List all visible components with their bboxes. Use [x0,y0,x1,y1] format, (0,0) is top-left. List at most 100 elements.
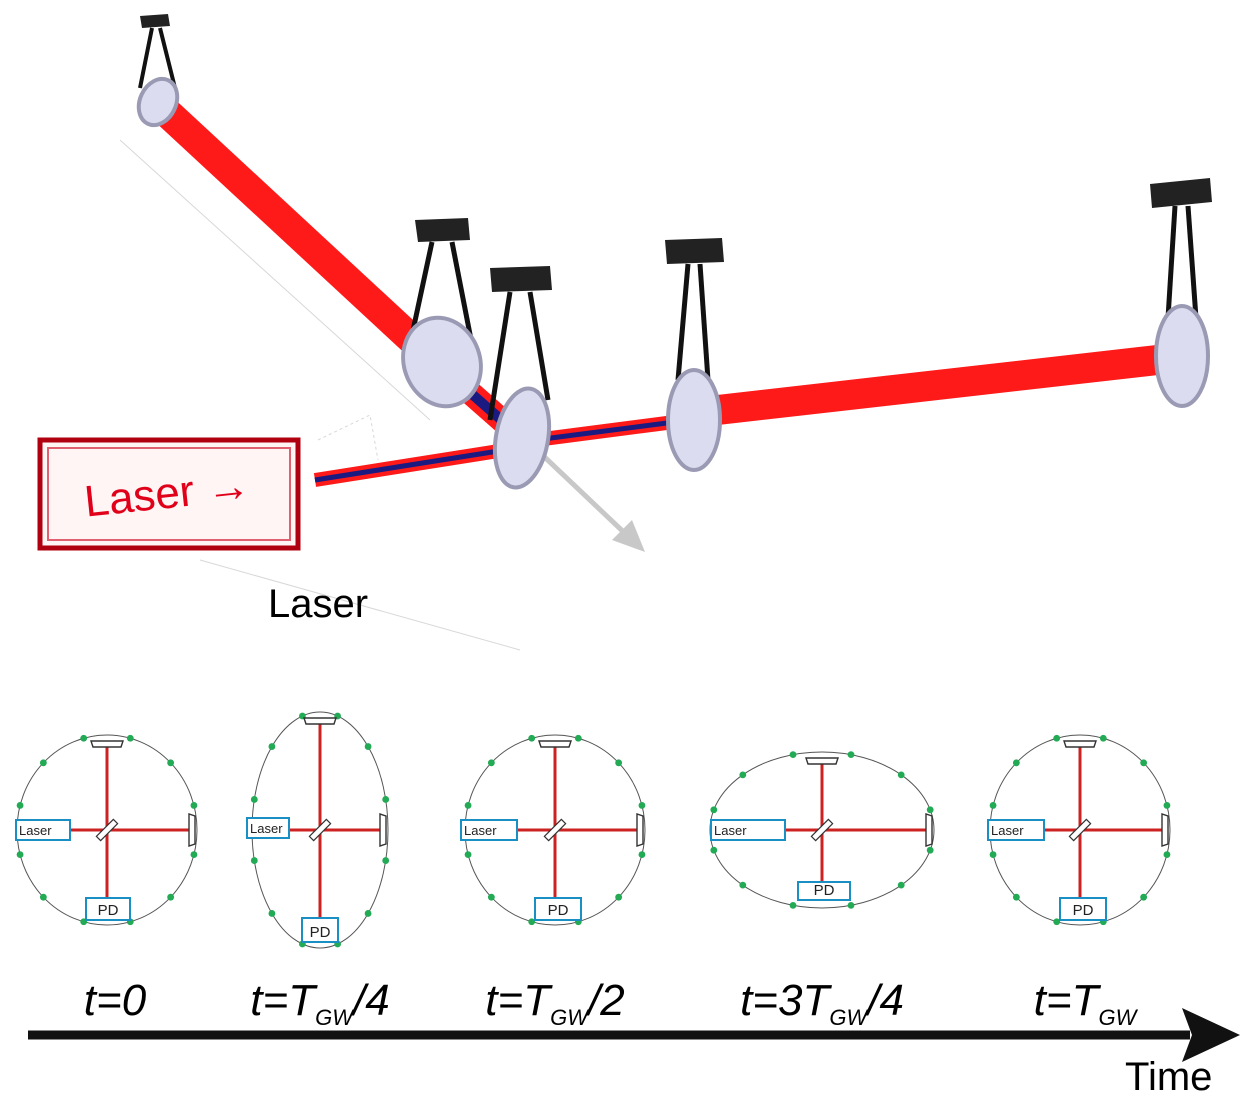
laser-source-label: Laser [714,823,747,838]
mirror-north-end [136,14,180,128]
photodetector-box [1059,897,1107,921]
mirror-east-inner [665,238,724,472]
test-mass-dot [789,751,797,759]
north-arm-beam [145,91,447,373]
beam-splitter [95,818,119,842]
laser-source-box [987,819,1045,841]
test-mass-dot [710,806,718,814]
east-end-mirror [379,813,387,847]
photodetector-label: PD [814,882,835,899]
north-end-mirror [1063,740,1097,748]
laser-source-box [460,819,518,841]
photodetector-box [797,881,851,901]
time-label-4: t=3TGW/4 [740,976,904,1030]
ring-panel-4: Laser PD [709,751,935,909]
test-mass-dot [897,771,905,779]
time-label-5: t=TGW [1034,976,1139,1030]
test-mass-dot [268,743,276,750]
test-mass-dot [190,802,198,809]
test-mass-dot [464,802,472,809]
test-mass-dot [39,893,47,901]
test-mass-dot [382,857,390,864]
test-mass-dot [989,802,997,809]
ring-panel-5: Laser PD [987,734,1171,926]
test-mass-dot [615,759,623,767]
test-mass-dot [250,796,258,803]
ring-panel-2: Laser PD [246,711,390,949]
east-end-mirror [636,813,644,847]
beam-splitter [810,818,834,842]
laser-source-label: Laser [991,823,1024,838]
test-mass-dot [80,734,88,742]
photodetector-label: PD [310,924,331,941]
test-mass-dot [364,743,372,750]
test-mass-dot [710,846,718,854]
test-mass-dot [487,759,495,767]
laser-source-label: Laser [464,823,497,838]
laser-source-box [246,817,290,839]
output-arrow [533,446,645,552]
test-mass-dot [382,796,390,803]
test-mass-dot [1140,893,1148,901]
beam-splitter [487,266,552,490]
north-end-mirror [805,757,839,765]
test-mass-dot [126,734,134,742]
laser-label: Laser [268,582,368,626]
test-mass-dot [16,802,24,809]
test-mass-dot [789,901,797,909]
input-beam-core [314,447,506,483]
test-mass-dot [638,802,646,809]
photodetector-label: PD [548,902,569,919]
test-mass-dot [847,901,855,909]
ring-panel-1: Laser PD [15,734,198,926]
beam-splitter [308,818,332,842]
mirror-east-end [1150,178,1212,408]
test-mass-dot [926,806,934,814]
time-axis-arrowhead [1182,1008,1240,1062]
test-mass-dot [1012,759,1020,767]
time-axis-label: Time [1125,1055,1212,1096]
east-end-mirror [925,813,933,847]
test-mass-dot [268,910,276,917]
east-end-mirror [188,813,196,847]
test-mass-dot [897,881,905,889]
test-mass-dot [1140,759,1148,767]
test-mass-dot [167,759,175,767]
laser-source-box [710,819,786,841]
test-mass-dot [487,893,495,901]
photodetector-label: PD [98,902,119,919]
top-interferometer-3d: Laser → Laser [37,14,1212,651]
east-arm-beam [698,343,1177,427]
test-mass-dot [528,734,536,742]
beam-splitter [1068,818,1092,842]
test-mass-dot [250,857,258,864]
laser-source-label: Laser [19,823,52,838]
time-label-1: t=0 [84,976,147,1025]
test-mass-dot [1163,851,1171,858]
test-mass-dot [847,751,855,759]
gw-polarization-panels: Laser PD Laser PD Laser PD Laser PD Laser PD [15,711,1171,949]
photodetector-box [534,897,582,921]
background-frame [119,139,521,651]
test-mass-dot [1099,734,1107,742]
north-end-mirror [90,740,124,748]
north-end-mirror [538,740,572,748]
test-mass-dot [739,771,747,779]
mirror-north-inner [401,218,483,409]
test-mass-dot [464,851,472,858]
test-mass-dot [16,851,24,858]
test-mass-dot [574,734,582,742]
time-axis: Time [28,1008,1240,1096]
beam-splitter [543,818,567,842]
test-mass-dot [739,881,747,889]
test-mass-dot [528,918,536,926]
laser-source-box [15,819,71,841]
north-end-mirror [303,717,337,725]
test-mass-dot [989,851,997,858]
test-mass-dot [1053,734,1061,742]
test-mass-dot [615,893,623,901]
time-labels: t=0 t=TGW/4 t=TGW/2 t=3TGW/4 t=TGW [84,976,1139,1030]
photodetector-box [85,897,131,921]
ring-panel-3: Laser PD [460,734,646,926]
